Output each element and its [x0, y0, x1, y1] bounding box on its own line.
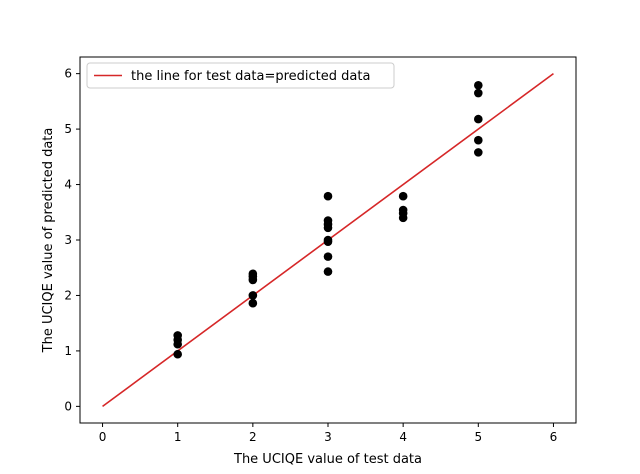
data-point — [323, 252, 333, 261]
data-point — [398, 205, 408, 215]
data-point — [173, 331, 182, 340]
legend-label: the line for test data=predicted data — [131, 69, 370, 84]
y-tick-label: 1 — [64, 344, 72, 358]
legend: the line for test data=predicted data — [86, 62, 395, 89]
data-point — [248, 269, 258, 279]
data-point — [474, 114, 483, 124]
y-tick-label: 2 — [64, 288, 72, 302]
y-tick-label: 3 — [64, 233, 72, 247]
data-point — [248, 298, 258, 308]
y-tick-label: 4 — [64, 178, 72, 192]
data-point — [323, 267, 333, 276]
data-point — [173, 349, 182, 359]
y-tick-label: 6 — [64, 67, 72, 81]
data-point — [398, 191, 408, 201]
data-point — [474, 148, 483, 157]
x-tick-label: 6 — [550, 430, 558, 444]
data-point — [323, 235, 333, 245]
x-tick-label: 3 — [324, 430, 332, 444]
x-tick-label: 2 — [249, 430, 257, 444]
data-point — [474, 135, 483, 145]
y-tick-label: 5 — [64, 122, 72, 136]
data-point — [323, 191, 333, 201]
x-tick-label: 5 — [474, 430, 482, 444]
plot-area-frame — [79, 56, 577, 424]
x-tick-label: 4 — [399, 430, 407, 444]
data-point — [248, 291, 258, 300]
y-axis-label: The UCIQE value of predicted data — [41, 128, 56, 354]
data-point — [474, 80, 483, 90]
data-point — [474, 88, 483, 98]
data-point — [323, 216, 333, 225]
x-tick-label: 1 — [174, 430, 182, 444]
x-tick-label: 0 — [99, 430, 107, 444]
legend-box — [86, 62, 395, 89]
y-tick-label: 0 — [64, 399, 72, 413]
x-axis-label: The UCIQE value of test data — [233, 452, 422, 467]
